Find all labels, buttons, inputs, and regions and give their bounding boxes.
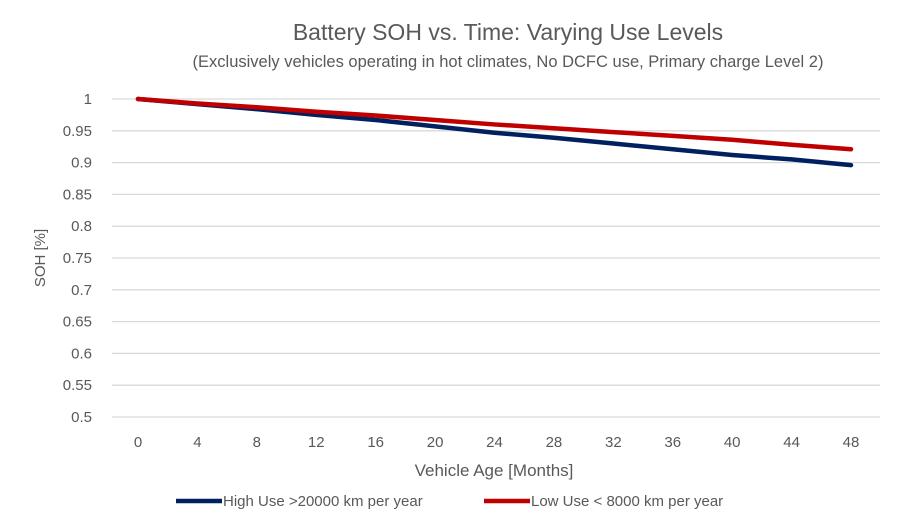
y-tick-label: 0.8 (71, 218, 92, 235)
x-tick-label: 4 (193, 434, 201, 451)
x-tick-label: 36 (664, 434, 681, 451)
y-tick-label: 0.95 (63, 123, 92, 140)
y-tick-label: 0.85 (63, 186, 92, 203)
y-tick-label: 0.65 (63, 314, 92, 331)
y-tick-label: 0.7 (71, 282, 92, 299)
x-tick-label: 44 (783, 434, 800, 451)
chart-subtitle: (Exclusively vehicles operating in hot c… (193, 53, 824, 71)
y-axis-label: SOH [%] (32, 229, 49, 287)
x-tick-label: 40 (724, 434, 741, 451)
legend-label: High Use >20000 km per year (223, 493, 423, 510)
x-tick-label: 8 (253, 434, 261, 451)
x-tick-label: 24 (486, 434, 503, 451)
x-axis-label: Vehicle Age [Months] (415, 461, 574, 480)
y-tick-label: 0.55 (63, 377, 92, 394)
x-tick-label: 48 (843, 434, 860, 451)
series-line (135, 96, 854, 152)
y-tick-label: 0.6 (71, 345, 92, 362)
y-tick-label: 1 (84, 91, 92, 108)
y-tick-label: 0.5 (71, 409, 92, 426)
x-tick-label: 16 (367, 434, 384, 451)
y-tick-label: 0.75 (63, 250, 92, 267)
y-tick-label: 0.9 (71, 155, 92, 172)
x-tick-label: 20 (427, 434, 444, 451)
series-line (135, 96, 854, 168)
x-tick-label: 0 (134, 434, 142, 451)
chart-title: Battery SOH vs. Time: Varying Use Levels (293, 19, 723, 45)
x-tick-label: 32 (605, 434, 622, 451)
legend-label: Low Use < 8000 km per year (531, 493, 723, 510)
x-tick-label: 28 (546, 434, 563, 451)
x-tick-label: 12 (308, 434, 325, 451)
